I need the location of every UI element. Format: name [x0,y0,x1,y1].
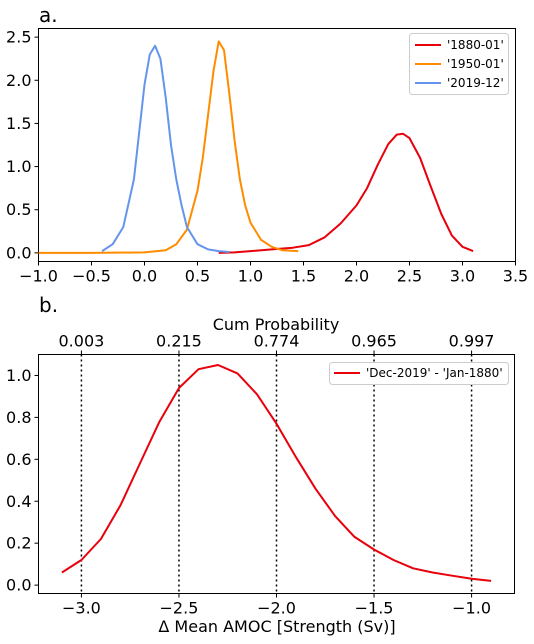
series-line [218,132,474,254]
top-tick-label: 0.997 [449,332,495,351]
x-tick-label: −1.5 [355,599,394,618]
x-tick-label: −1.0 [19,267,58,286]
panel-a-label: a. [39,3,58,27]
series-line [101,44,230,253]
series-line [38,40,299,254]
y-tick-label: 0.4 [6,492,31,511]
panel-a: a. −1.0 −0.5 0.0 0.5 1.0 1.5 2.0 2.5 3.0 3.5 0.00… [6,3,528,286]
y-tick-label: 1.5 [6,114,31,133]
x-tick-label: −3.0 [62,599,101,618]
legend-label-1950: '1950-01' [447,57,504,71]
panel-b-legend-box [329,362,509,385]
x-tick-label: 0.0 [132,267,157,286]
panel-b-x-axis-title: Δ Mean AMOC [Strength (Sv)] [158,617,395,636]
panel-b-legend: 'Dec-2019' - 'Jan-1880' [329,362,509,385]
x-tick-label: −1.0 [452,599,491,618]
top-tick-label: 0.215 [156,332,202,351]
x-tick-label: −0.5 [72,267,111,286]
x-tick-label: 1.0 [238,267,263,286]
y-tick-label: 0.5 [6,200,31,219]
panel-b-probability-lines [80,354,473,594]
y-tick-label: 0.8 [6,408,31,427]
x-tick-label: 2.0 [344,267,369,286]
x-tick-label: 0.5 [185,267,210,286]
top-tick-label: 0.003 [59,332,105,351]
top-tick-label: 0.965 [351,332,397,351]
y-tick-label: 0.6 [6,450,31,469]
legend-label-2019: '2019-12' [447,76,504,90]
y-tick-label: 0.2 [6,534,31,553]
panel-a-series-lines [38,40,474,254]
y-tick-label: 0.0 [6,243,31,262]
panel-b-y-ticks: 0.0 0.2 0.4 0.6 0.8 1.0 [6,366,39,595]
y-tick-label: 2.0 [6,71,31,90]
panel-b: b. Cum Probability −3.0 −2.5 −2.0 −1.5 −1.0 … [6,293,515,636]
y-tick-label: 1.0 [6,366,31,385]
y-tick-label: 0.0 [6,576,31,595]
series-line [61,364,492,582]
panel-b-top-ticks: 0.003 0.215 0.774 0.965 0.997 [59,332,495,355]
x-tick-label: 1.5 [291,267,316,286]
panel-b-label: b. [39,293,58,317]
panel-a-legend-box [409,33,509,95]
panel-b-series-lines [61,364,492,582]
x-tick-label: −2.5 [160,599,199,618]
x-tick-label: 3.5 [503,267,528,286]
panel-b-x-ticks: −3.0 −2.5 −2.0 −1.5 −1.0 [62,593,491,618]
legend-label-difference: 'Dec-2019' - 'Jan-1880' [366,366,503,380]
x-tick-label: −2.0 [257,599,296,618]
x-tick-label: 3.0 [450,267,475,286]
y-tick-label: 1.0 [6,157,31,176]
panel-a-legend: '1880-01' '1950-01' '2019-12' [409,33,509,95]
panel-a-axes-frame [38,28,516,262]
top-tick-label: 0.774 [254,332,300,351]
panel-a-y-ticks: 0.0 0.5 1.0 1.5 2.0 2.5 [6,28,39,262]
panel-b-top-axis-title: Cum Probability [213,315,340,334]
y-tick-label: 2.5 [6,28,31,47]
legend-label-1880: '1880-01' [447,38,504,52]
panel-a-x-ticks: −1.0 −0.5 0.0 0.5 1.0 1.5 2.0 2.5 3.0 3.5 [19,261,528,286]
x-tick-label: 2.5 [397,267,422,286]
